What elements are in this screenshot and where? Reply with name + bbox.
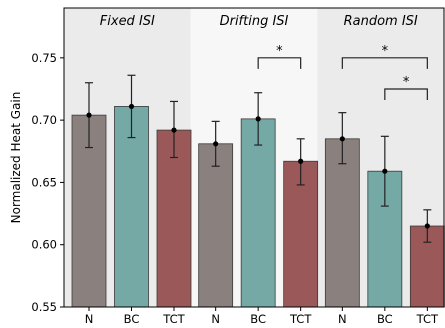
y-axis-label: Normalized Heat Gain: [9, 92, 23, 224]
mean-point: [382, 168, 388, 174]
significance-bracket: [257, 57, 302, 69]
bar: [283, 160, 319, 308]
x-tick-label: BC: [124, 312, 140, 324]
group-label: Drifting ISI: [220, 14, 289, 29]
y-tick-label: 0.55: [31, 300, 57, 314]
x-tick-label: N: [85, 312, 94, 324]
bar: [198, 143, 234, 308]
bar: [240, 118, 276, 308]
y-tick-label: 0.75: [31, 51, 57, 65]
mean-point: [255, 116, 261, 122]
significance-bracket: [384, 88, 428, 100]
plot-frame: [63, 7, 445, 308]
mean-point: [86, 112, 92, 118]
x-tick-label: BC: [250, 312, 266, 324]
y-tick-label: 0.70: [31, 113, 57, 127]
significance-bracket: [341, 57, 428, 69]
x-tick-label: BC: [377, 312, 393, 324]
mean-point: [339, 136, 345, 142]
significance-marker: *: [403, 75, 410, 90]
x-tick-label: TCT: [289, 312, 312, 324]
y-tick-label: 0.65: [31, 175, 57, 189]
group-label: Fixed ISI: [100, 14, 155, 29]
group-label: Random ISI: [344, 14, 418, 29]
significance-marker: *: [276, 44, 283, 59]
x-tick-label: N: [338, 312, 347, 324]
axes: [60, 7, 445, 311]
y-tick-label: 0.60: [31, 238, 57, 252]
mean-point: [298, 158, 304, 164]
mean-point: [213, 141, 219, 147]
mean-point: [424, 223, 430, 229]
error-bars: [85, 74, 432, 243]
labels: Fixed ISI N BC TCT Drifting ISI N BC TCT * Random…: [9, 14, 439, 326]
x-tick-label: N: [211, 312, 220, 324]
x-tick-label: TCT: [162, 312, 185, 324]
significance-brackets: [257, 57, 428, 100]
mean-point: [171, 127, 177, 133]
significance-marker: *: [382, 44, 389, 59]
mean-point: [128, 103, 135, 110]
x-tick-label: TCT: [416, 312, 439, 324]
